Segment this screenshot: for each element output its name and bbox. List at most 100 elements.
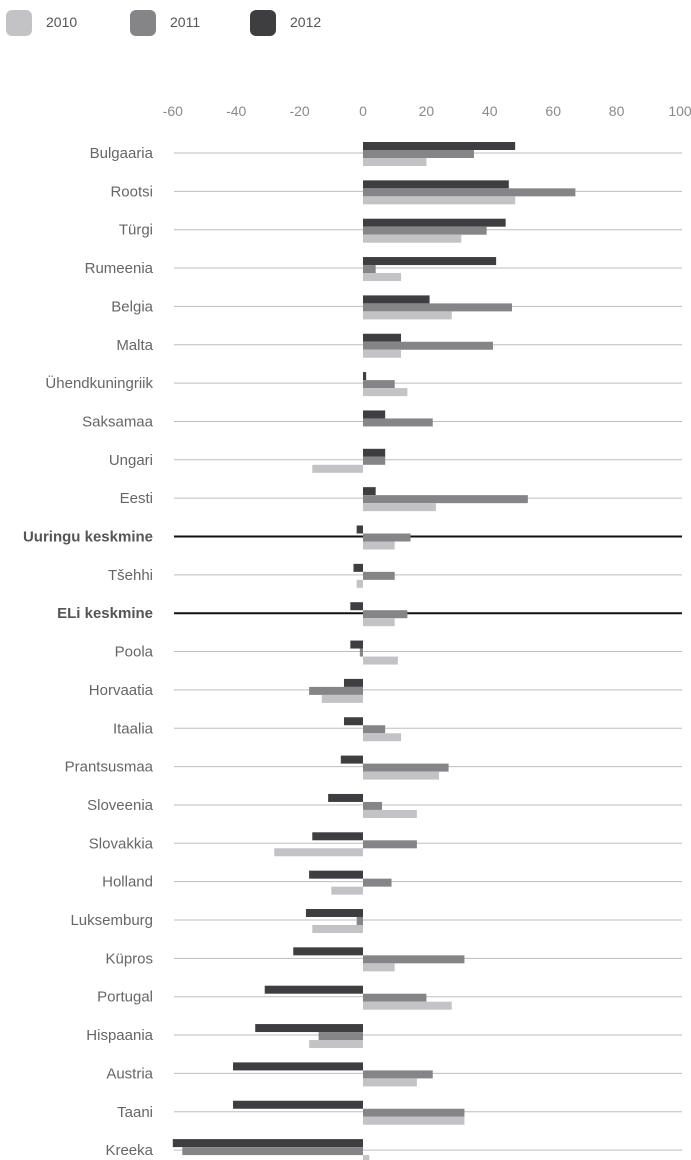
bar-uhendkuningriik-2011[interactable] xyxy=(363,380,395,389)
x-tick-label-40: 40 xyxy=(482,103,498,119)
bar-eli-keskmine-2010[interactable] xyxy=(363,618,395,627)
bar-rumeenia-2010[interactable] xyxy=(363,273,402,282)
bar-turgi-2012[interactable] xyxy=(363,218,506,227)
bar-bulgaaria-2012[interactable] xyxy=(363,142,516,150)
bar-rumeenia-2011[interactable] xyxy=(363,265,376,274)
bar-slovakkia-2011[interactable] xyxy=(363,840,417,849)
bar-sloveenia-2010[interactable] xyxy=(363,809,417,818)
bar-prantsusmaa-2011[interactable] xyxy=(363,763,449,772)
bar-prantsusmaa-2010[interactable] xyxy=(363,771,440,780)
bar-ungari-2010[interactable] xyxy=(312,464,363,473)
bar-uuringu-keskmine-2011[interactable] xyxy=(363,533,411,542)
bar-bulgaaria-2010[interactable] xyxy=(363,158,427,166)
bar-turgi-2010[interactable] xyxy=(363,234,462,243)
bar-taani-2011[interactable] xyxy=(363,1108,465,1117)
category-label-hispaania: Hispaania xyxy=(86,1027,153,1044)
bar-horvaatia-2011[interactable] xyxy=(309,686,363,695)
bar-ungari-2011[interactable] xyxy=(363,456,386,465)
bar-poola-2011[interactable] xyxy=(359,648,363,657)
legend-label-2012: 2012 xyxy=(290,14,322,30)
category-label-poola: Poola xyxy=(115,644,154,661)
category-label-holland: Holland xyxy=(102,874,153,891)
bar-eesti-2012[interactable] xyxy=(363,487,376,496)
x-tick-label-100: 100 xyxy=(668,103,691,119)
bar-malta-2011[interactable] xyxy=(363,341,493,350)
bar-eesti-2011[interactable] xyxy=(363,495,528,504)
bar-itaalia-2011[interactable] xyxy=(363,725,386,734)
bar-holland-2011[interactable] xyxy=(363,878,392,887)
bar-uhendkuningriik-2010[interactable] xyxy=(363,388,408,397)
bar-eli-keskmine-2012[interactable] xyxy=(350,602,363,611)
legend-swatch-2011 xyxy=(130,10,156,36)
bar-holland-2012[interactable] xyxy=(309,870,363,879)
bar-taani-2010[interactable] xyxy=(363,1116,465,1125)
legend-label-2010: 2010 xyxy=(46,14,78,30)
bar-rumeenia-2012[interactable] xyxy=(363,257,497,266)
bar-prantsusmaa-2012[interactable] xyxy=(340,755,363,764)
category-label-malta: Malta xyxy=(116,337,153,354)
category-label-turgi: Türgi xyxy=(119,222,153,239)
bar-kupros-2010[interactable] xyxy=(363,963,395,972)
bar-horvaatia-2010[interactable] xyxy=(321,694,363,703)
category-label-belgia: Belgia xyxy=(111,298,153,315)
bar-turgi-2011[interactable] xyxy=(363,226,487,235)
bar-kreeka-2011[interactable] xyxy=(182,1147,363,1156)
bar-hispaania-2011[interactable] xyxy=(318,1032,363,1041)
bar-uuringu-keskmine-2012[interactable] xyxy=(356,525,363,534)
bar-austria-2010[interactable] xyxy=(363,1078,417,1087)
bar-luksemburg-2010[interactable] xyxy=(312,925,363,933)
bar-kreeka-2010[interactable] xyxy=(363,1155,370,1160)
bar-horvaatia-2012[interactable] xyxy=(343,678,363,687)
bar-taani-2012[interactable] xyxy=(233,1100,363,1109)
bar-itaalia-2012[interactable] xyxy=(343,717,363,726)
bar-portugal-2012[interactable] xyxy=(264,985,363,994)
bar-itaalia-2010[interactable] xyxy=(363,733,402,742)
bar-hispaania-2012[interactable] xyxy=(255,1024,363,1033)
bar-malta-2010[interactable] xyxy=(363,349,402,358)
bar-malta-2012[interactable] xyxy=(363,333,402,342)
bar-uuringu-keskmine-2010[interactable] xyxy=(363,541,395,550)
bar-bulgaaria-2011[interactable] xyxy=(363,150,474,158)
bar-rootsi-2012[interactable] xyxy=(363,180,509,189)
bar-belgia-2010[interactable] xyxy=(363,311,452,320)
bar-saksamaa-2011[interactable] xyxy=(363,418,433,427)
bar-tsehhi-2012[interactable] xyxy=(353,563,363,572)
bar-kupros-2012[interactable] xyxy=(293,947,363,956)
bar-portugal-2011[interactable] xyxy=(363,993,427,1002)
bar-hispaania-2010[interactable] xyxy=(309,1040,363,1049)
bar-rootsi-2011[interactable] xyxy=(363,188,576,197)
bar-austria-2012[interactable] xyxy=(233,1062,363,1071)
bar-austria-2011[interactable] xyxy=(363,1070,433,1079)
bar-kupros-2011[interactable] xyxy=(363,955,465,964)
bar-slovakkia-2010[interactable] xyxy=(274,848,363,857)
bar-kreeka-2012[interactable] xyxy=(172,1139,363,1148)
legend-swatch-2012 xyxy=(250,10,276,36)
bar-belgia-2012[interactable] xyxy=(363,295,430,304)
x-tick-label-20: -20 xyxy=(289,103,309,119)
bar-holland-2010[interactable] xyxy=(331,886,363,895)
bar-slovakkia-2012[interactable] xyxy=(312,832,363,841)
category-label-prantsusmaa: Prantsusmaa xyxy=(65,759,154,776)
bar-poola-2010[interactable] xyxy=(363,656,398,665)
bar-tsehhi-2010[interactable] xyxy=(356,579,363,588)
category-label-portugal: Portugal xyxy=(97,989,153,1006)
bar-eesti-2010[interactable] xyxy=(363,503,436,512)
x-tick-label-40: -40 xyxy=(226,103,246,119)
category-label-horvaatia: Horvaatia xyxy=(89,682,154,699)
bar-sloveenia-2011[interactable] xyxy=(363,801,383,810)
bar-rootsi-2010[interactable] xyxy=(363,196,516,205)
bar-tsehhi-2011[interactable] xyxy=(363,571,395,580)
bar-portugal-2010[interactable] xyxy=(363,1001,452,1010)
category-label-eesti: Eesti xyxy=(120,490,153,507)
bar-ungari-2012[interactable] xyxy=(363,448,386,457)
x-tick-label-60: -60 xyxy=(163,103,183,119)
x-tick-label-80: 80 xyxy=(609,103,625,119)
bar-uhendkuningriik-2012[interactable] xyxy=(363,372,367,381)
bar-belgia-2011[interactable] xyxy=(363,303,512,312)
bar-luksemburg-2011[interactable] xyxy=(356,917,363,925)
bar-poola-2012[interactable] xyxy=(350,640,363,649)
bar-luksemburg-2012[interactable] xyxy=(305,909,363,917)
bar-eli-keskmine-2011[interactable] xyxy=(363,610,408,619)
bar-saksamaa-2012[interactable] xyxy=(363,410,386,419)
bar-sloveenia-2012[interactable] xyxy=(328,793,363,802)
